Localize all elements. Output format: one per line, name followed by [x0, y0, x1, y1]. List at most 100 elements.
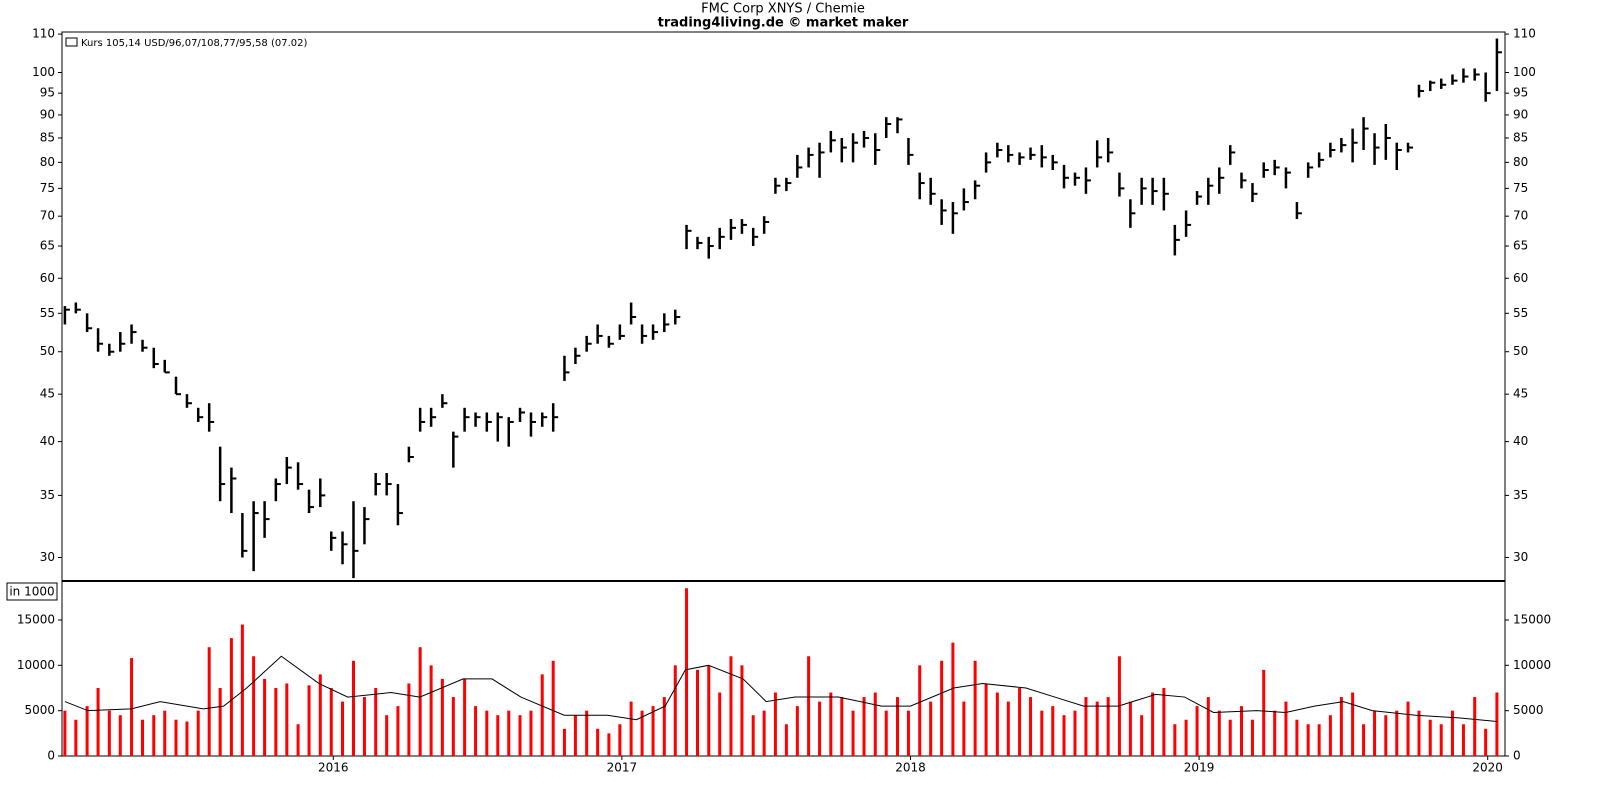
volume-bar	[707, 665, 711, 756]
x-tick-label: 2016	[318, 761, 349, 775]
volume-bar	[1295, 719, 1299, 756]
volume-bar	[1406, 701, 1410, 756]
volume-bar	[229, 638, 233, 756]
volume-bar	[551, 660, 555, 756]
y-tick-label: 60	[40, 271, 55, 285]
volume-bar	[873, 692, 877, 756]
volume-bar	[507, 710, 511, 756]
volume-bar	[407, 683, 411, 756]
volume-bar	[1195, 706, 1199, 756]
volume-bar	[1362, 724, 1366, 756]
volume-bar	[1262, 669, 1266, 756]
volume-bar	[1461, 724, 1465, 756]
y2-tick-label: 40	[1513, 434, 1528, 448]
legend-entry: Kurs 105,14 USD/96,07/108,77/95,58 (07.0…	[81, 38, 307, 49]
volume-bar	[573, 715, 577, 756]
x-tick-label: 2020	[1472, 761, 1503, 775]
volume-bar	[1084, 697, 1088, 756]
volume-bar	[596, 728, 600, 756]
volume-bar	[1339, 697, 1343, 756]
volume-bar	[562, 728, 566, 756]
volume-bar	[1428, 719, 1432, 756]
volume-bar	[107, 710, 111, 756]
volume-bar	[1240, 706, 1244, 756]
volume-bar	[1373, 710, 1377, 756]
volume-unit-label: in 1000	[9, 585, 54, 599]
volume-bar	[1351, 692, 1355, 756]
y2-tick-label: 45	[1513, 387, 1528, 401]
y2-tick-label: 60	[1513, 271, 1528, 285]
volume-bar	[63, 710, 67, 756]
volume-bar	[1395, 710, 1399, 756]
volume-bar	[1062, 715, 1066, 756]
y-tick-label: 35	[40, 488, 55, 502]
volume-bar	[207, 647, 211, 756]
volume-bar	[929, 701, 933, 756]
volume-bar	[884, 710, 888, 756]
volume-bar	[1439, 724, 1443, 756]
y-tick-label: 85	[40, 130, 55, 144]
volume-bar	[1450, 710, 1454, 756]
chart-subtitle: trading4living.de © market maker	[658, 16, 909, 31]
volume-bar	[418, 647, 422, 756]
volume-bar	[1173, 724, 1177, 756]
volume-bar	[474, 706, 478, 756]
volume-bar	[995, 692, 999, 756]
volume-bar	[651, 706, 655, 756]
volume-bar	[773, 692, 777, 756]
volume-bar	[984, 683, 988, 756]
volume-bar	[973, 660, 977, 756]
volume-bar	[1328, 715, 1332, 756]
volume-bar	[374, 687, 378, 756]
volume-bar	[795, 706, 799, 756]
volume-bar	[1140, 715, 1144, 756]
volume-bar	[218, 687, 222, 756]
volume-bar	[252, 656, 256, 756]
volume-bar	[840, 697, 844, 756]
volume-bar	[529, 710, 533, 756]
volume-bar	[962, 701, 966, 756]
volume-bar	[440, 678, 444, 756]
y-tick-label: 55	[40, 306, 55, 320]
volume-bar	[518, 715, 522, 756]
volume-bar	[163, 710, 167, 756]
y-tick-label: 0	[47, 749, 55, 763]
volume-bar	[1250, 719, 1254, 756]
volume-bar	[1384, 715, 1388, 756]
volume-bar	[96, 687, 100, 756]
volume-bar	[740, 665, 744, 756]
volume-bar	[585, 710, 589, 756]
y-tick-label: 70	[40, 209, 55, 223]
volume-bar	[718, 692, 722, 756]
y-tick-label: 90	[40, 107, 55, 121]
volume-bar	[695, 669, 699, 756]
volume-bar	[74, 719, 78, 756]
volume-bar	[85, 706, 89, 756]
volume-bar	[240, 624, 244, 756]
volume-bar	[906, 710, 910, 756]
volume-bar	[1073, 710, 1077, 756]
volume-average	[64, 655, 1497, 723]
y2-tick-label: 35	[1513, 488, 1528, 502]
volume-bar	[751, 715, 755, 756]
volume-bar	[673, 665, 677, 756]
y-tick-label: 65	[40, 239, 55, 253]
y2-tick-label: 55	[1513, 306, 1528, 320]
volume-bar	[130, 658, 134, 756]
volume-bar	[762, 710, 766, 756]
volume-bar	[618, 724, 622, 756]
volume-bar	[274, 687, 278, 756]
volume-bar	[196, 710, 200, 756]
volume-bar	[1162, 687, 1166, 756]
y2-tick-label: 0	[1513, 749, 1521, 763]
volume-bar	[285, 683, 289, 756]
volume-bar	[662, 697, 666, 756]
y2-tick-label: 85	[1513, 130, 1528, 144]
volume-bar	[351, 660, 355, 756]
y2-tick-label: 90	[1513, 107, 1528, 121]
volume-bar	[307, 685, 311, 756]
volume-bar	[1484, 728, 1488, 756]
volume-bar	[640, 710, 644, 756]
volume-bar	[940, 660, 944, 756]
